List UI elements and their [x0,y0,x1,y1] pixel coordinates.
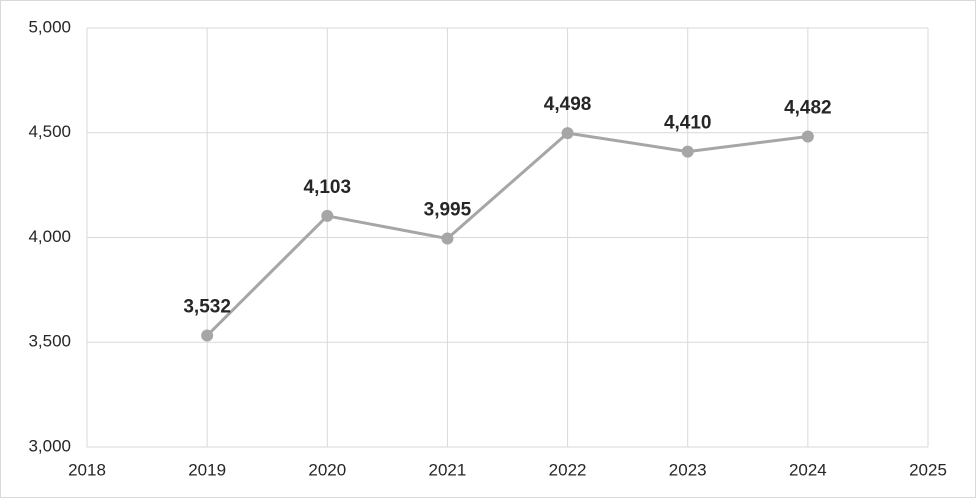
x-tick-label: 2023 [669,460,707,479]
point [201,329,214,342]
x-tick-label: 2021 [429,460,467,479]
y-tick-label: 3,000 [28,436,71,455]
x-tick-label: 2025 [909,460,947,479]
line [206,131,809,337]
x-tick-label: 2019 [188,460,226,479]
x-tick-label: 2018 [68,460,106,479]
x-tick-label: 2020 [308,460,346,479]
y-tick-label: 5,000 [28,17,71,36]
data-label: 3,532 [183,297,231,318]
data-label: 4,103 [304,177,352,198]
data-label: 4,498 [544,94,592,115]
y-tick-label: 4,000 [28,227,71,246]
y-tick-label: 4,500 [28,122,71,141]
data-label: 4,410 [664,113,712,134]
point [561,127,574,140]
data-label: 4,482 [784,98,832,119]
point [321,209,334,222]
data-label: 3,995 [424,200,472,221]
point [441,232,454,245]
y-tick-label: 3,500 [28,332,71,351]
point [801,130,814,143]
x-tick-label: 2022 [549,460,587,479]
point [681,145,694,158]
x-tick-label: 2024 [789,460,827,479]
